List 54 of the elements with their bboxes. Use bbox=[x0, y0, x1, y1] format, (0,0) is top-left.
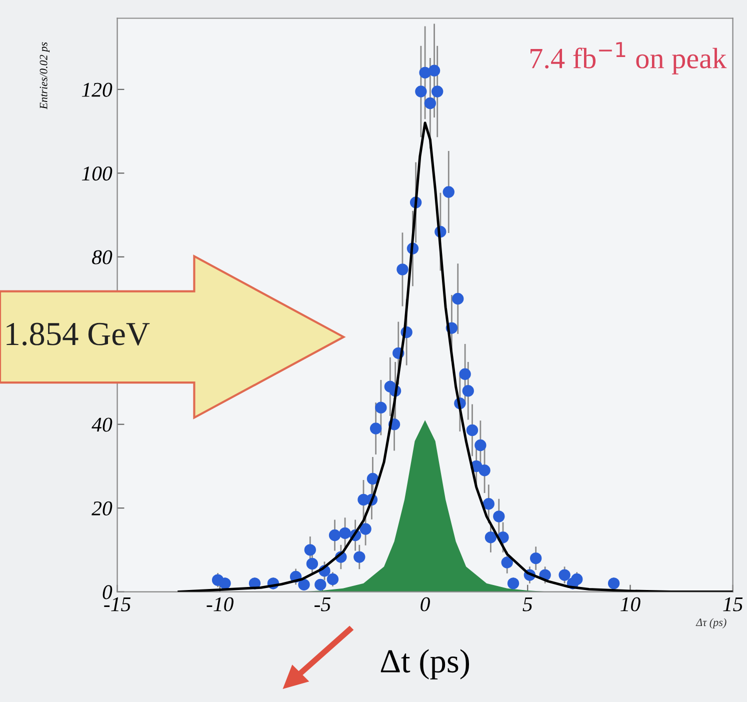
point bbox=[415, 86, 427, 98]
point bbox=[304, 544, 316, 556]
y-tick-label: 20 bbox=[92, 501, 112, 516]
x-axis-title: Δt (ps) bbox=[380, 649, 470, 680]
point bbox=[482, 498, 494, 510]
line-series bbox=[178, 122, 733, 592]
point bbox=[424, 97, 436, 110]
point bbox=[501, 556, 513, 568]
x-tick-label: -5 bbox=[314, 597, 331, 612]
y-tick-label: 40 bbox=[92, 418, 112, 432]
annotation: 7.4 fb$^{−1}$ on peak bbox=[530, 42, 727, 74]
point bbox=[608, 578, 620, 590]
point bbox=[396, 264, 408, 276]
text: Δτ (ps) bbox=[696, 618, 726, 628]
point bbox=[428, 64, 440, 76]
point bbox=[339, 527, 351, 540]
x-tick-label: 10 bbox=[620, 597, 640, 612]
y-axis-title: Entries/0.02 ps bbox=[40, 42, 50, 110]
y-tick-label: 0 bbox=[102, 585, 112, 600]
point bbox=[474, 439, 486, 452]
x-tick-label: -15 bbox=[104, 597, 131, 612]
point bbox=[314, 578, 326, 591]
point bbox=[370, 422, 382, 434]
y-tick-label: 100 bbox=[82, 166, 112, 181]
x-tick-label: 5 bbox=[522, 597, 532, 612]
point bbox=[354, 551, 366, 563]
point bbox=[219, 578, 231, 590]
point bbox=[375, 402, 387, 414]
point bbox=[478, 464, 490, 476]
x-tick-label: 0 bbox=[420, 597, 430, 612]
x-tick-label: -10 bbox=[206, 597, 234, 612]
point bbox=[507, 578, 520, 590]
point bbox=[452, 292, 464, 305]
point bbox=[366, 472, 379, 485]
point bbox=[419, 66, 431, 79]
point bbox=[360, 523, 372, 535]
point bbox=[484, 532, 497, 544]
y-tick-label: 120 bbox=[82, 82, 112, 97]
point bbox=[466, 424, 478, 436]
x-tick-label: 15 bbox=[723, 597, 743, 612]
point bbox=[298, 578, 310, 591]
point bbox=[558, 569, 570, 581]
y-tick-label: 80 bbox=[92, 250, 112, 264]
point bbox=[328, 529, 341, 542]
point bbox=[571, 573, 583, 586]
point bbox=[530, 552, 542, 564]
point bbox=[493, 510, 505, 522]
point bbox=[442, 186, 454, 198]
annotation: 1.854 GeV bbox=[6, 322, 150, 346]
point bbox=[326, 573, 339, 586]
point bbox=[459, 368, 471, 380]
point bbox=[462, 384, 474, 397]
point bbox=[306, 558, 318, 570]
point bbox=[432, 86, 444, 98]
